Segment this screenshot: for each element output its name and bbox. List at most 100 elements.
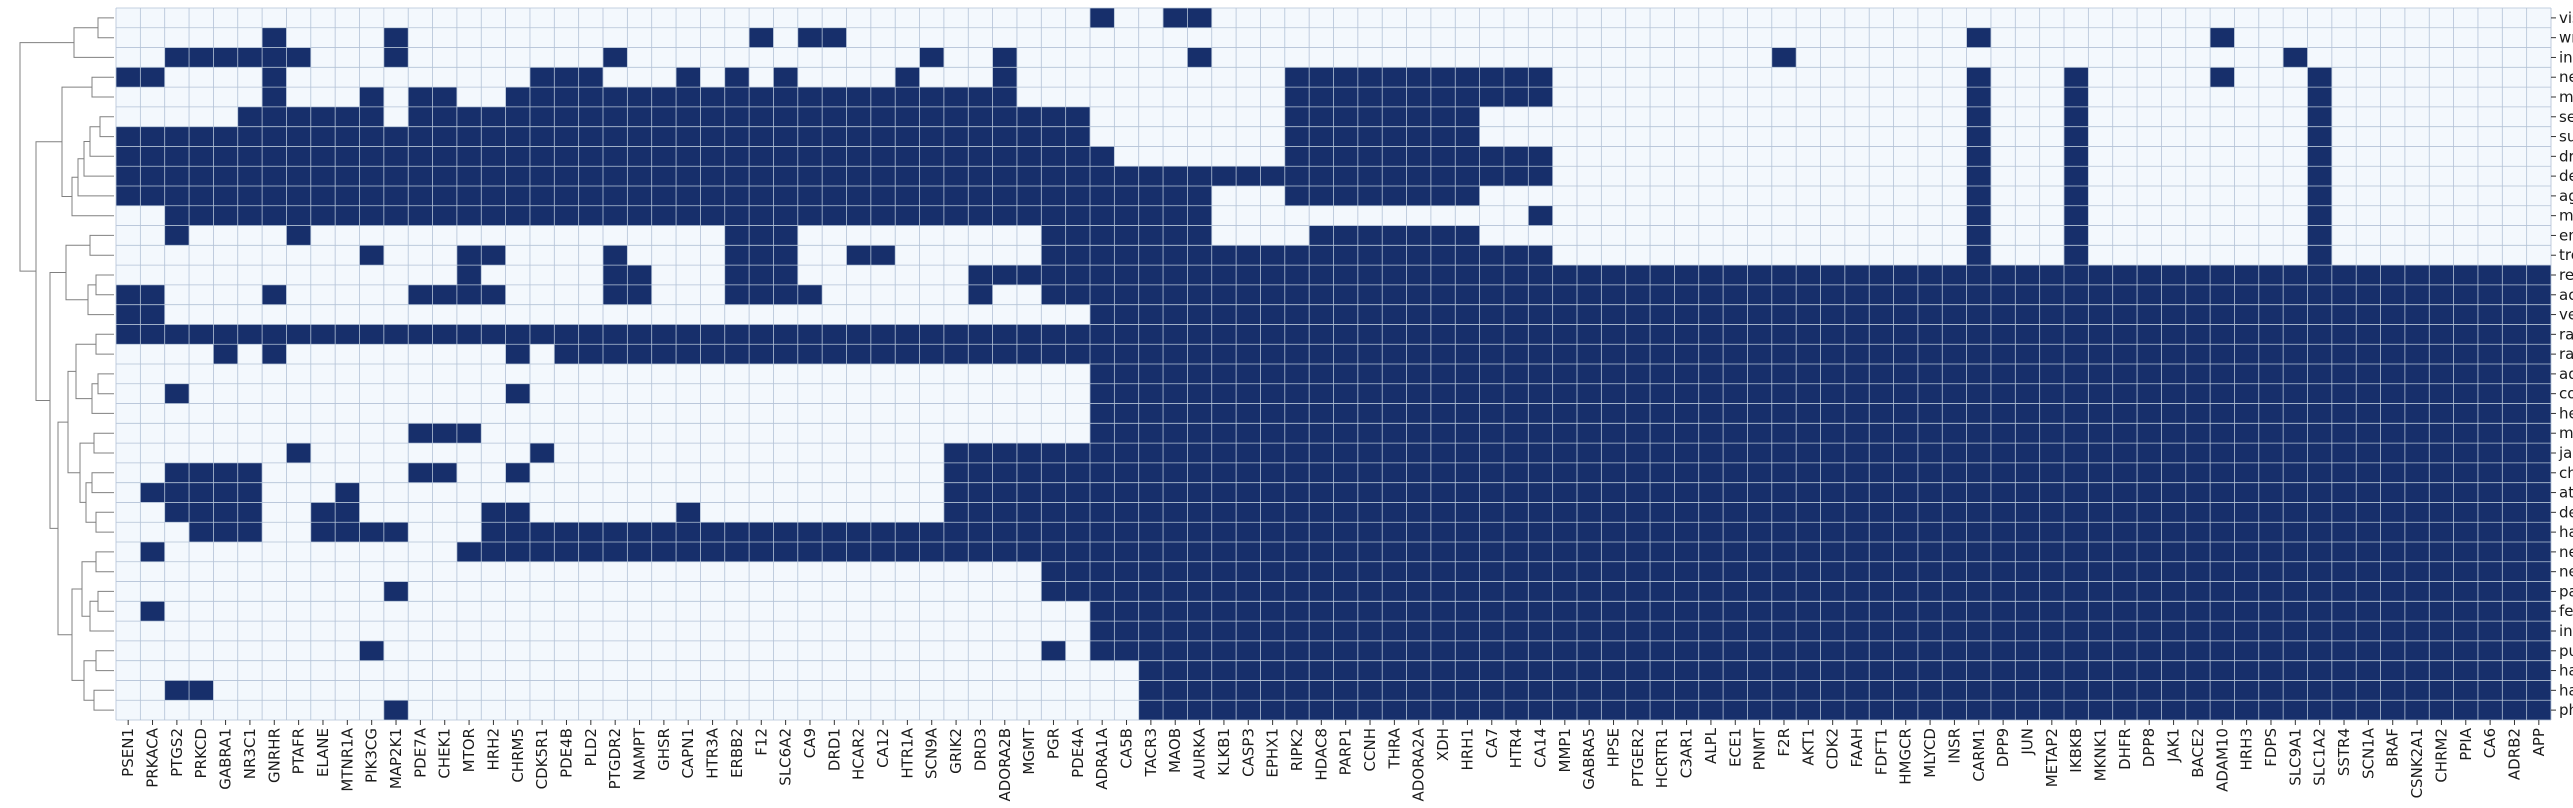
heatmap-cell <box>1747 304 1772 325</box>
heatmap-cell <box>1723 561 1748 582</box>
heatmap-cell <box>992 542 1017 562</box>
heatmap-cell <box>1771 403 1797 424</box>
heatmap-cell <box>773 186 798 206</box>
heatmap-cell <box>1406 126 1431 147</box>
heatmap-cell <box>189 482 214 503</box>
row-labels: visual impairmentwrong drug administered… <box>2551 9 2573 719</box>
heatmap-cell <box>2453 364 2478 384</box>
column-label: CA6 <box>2481 728 2499 758</box>
heatmap-cell <box>1284 265 1310 285</box>
heatmap-cell <box>1966 205 1991 226</box>
row-label: adrenal insufficiency <box>2559 365 2573 383</box>
heatmap-cell <box>1577 304 1602 325</box>
heatmap-cell <box>1747 284 1772 305</box>
heatmap-cell <box>651 106 677 127</box>
heatmap-cell <box>1966 462 1991 483</box>
heatmap-cell <box>2502 581 2527 602</box>
heatmap-cell <box>1357 265 1383 285</box>
heatmap-cell <box>1503 502 1529 523</box>
heatmap-cell <box>773 87 798 107</box>
heatmap-cell <box>968 205 993 226</box>
heatmap-cell <box>1041 561 1066 582</box>
heatmap-cell <box>554 166 579 186</box>
heatmap-cell <box>1065 106 1090 127</box>
heatmap-cell <box>1479 265 1504 285</box>
heatmap-cell <box>432 146 457 167</box>
heatmap-cell <box>1187 383 1212 404</box>
heatmap-cell <box>2137 700 2162 720</box>
heatmap-cell <box>2380 324 2405 345</box>
heatmap-cell <box>1796 601 1821 622</box>
heatmap-cell <box>554 324 579 345</box>
heatmap-cell <box>262 27 287 48</box>
heatmap-cell <box>237 166 263 186</box>
heatmap-cell <box>1041 482 1066 503</box>
heatmap-cell <box>1503 166 1529 186</box>
heatmap-cell <box>1187 225 1212 246</box>
heatmap-cell <box>1796 403 1821 424</box>
row-label: haemolytic anaemia <box>2559 662 2573 680</box>
heatmap-cell <box>2137 443 2162 463</box>
heatmap-cell <box>1552 304 1577 325</box>
heatmap-cell <box>1503 364 1529 384</box>
heatmap-cell <box>2356 680 2381 701</box>
heatmap-cell <box>2185 284 2211 305</box>
heatmap-cell <box>2429 265 2454 285</box>
heatmap-cell <box>1990 304 2016 325</box>
heatmap-cell <box>1455 522 1480 542</box>
heatmap-cell <box>1382 67 1407 88</box>
heatmap-cell <box>895 522 920 542</box>
heatmap-cell <box>1917 284 1943 305</box>
heatmap-cell <box>1309 87 1334 107</box>
heatmap-cell <box>1723 383 1748 404</box>
heatmap-cell <box>1430 443 1456 463</box>
heatmap-cell <box>456 542 482 562</box>
heatmap-cell <box>773 324 798 345</box>
heatmap-cell <box>1357 640 1383 661</box>
heatmap-cell <box>2453 443 2478 463</box>
heatmap-cell <box>822 324 847 345</box>
heatmap-cell <box>164 383 190 404</box>
heatmap-cell <box>1090 344 1115 364</box>
heatmap-cell <box>1674 621 1699 641</box>
heatmap-cell <box>2453 383 2478 404</box>
heatmap-cell <box>1163 245 1188 266</box>
heatmap-cell <box>2380 680 2405 701</box>
heatmap-cell <box>1309 640 1334 661</box>
heatmap-cell <box>773 522 798 542</box>
heatmap-cell <box>529 186 555 206</box>
column-label: NAMPT <box>631 727 649 780</box>
heatmap-cell <box>749 186 774 206</box>
heatmap-cell <box>1455 245 1480 266</box>
heatmap-cell <box>1844 443 1870 463</box>
heatmap-cell <box>1357 87 1383 107</box>
heatmap-cell <box>724 344 750 364</box>
heatmap-cell <box>1382 561 1407 582</box>
heatmap-cell <box>1333 245 1358 266</box>
heatmap-cell <box>2283 680 2308 701</box>
heatmap-cell <box>2283 403 2308 424</box>
heatmap-cell <box>1333 640 1358 661</box>
heatmap-cell <box>1041 166 1066 186</box>
heatmap-cell <box>2283 660 2308 681</box>
heatmap-cell <box>2039 344 2064 364</box>
heatmap-cell <box>1406 581 1431 602</box>
heatmap-cell <box>1357 106 1383 127</box>
heatmap-cell <box>1893 700 1918 720</box>
dendrogram-link <box>91 76 114 98</box>
heatmap-cell <box>1406 324 1431 345</box>
heatmap-cell <box>1430 542 1456 562</box>
heatmap-cell <box>408 146 433 167</box>
column-label: HTR4 <box>1507 728 1525 768</box>
heatmap-cell <box>1577 660 1602 681</box>
heatmap-cell <box>213 166 238 186</box>
heatmap-cell <box>2015 522 2040 542</box>
dendrogram-link <box>93 432 114 454</box>
heatmap-cell <box>578 87 603 107</box>
heatmap-cell <box>1382 106 1407 127</box>
heatmap-cell <box>189 462 214 483</box>
heatmap-cell <box>870 205 896 226</box>
heatmap-cell <box>651 126 677 147</box>
heatmap-cell <box>1236 561 1261 582</box>
heatmap-cell <box>1041 542 1066 562</box>
